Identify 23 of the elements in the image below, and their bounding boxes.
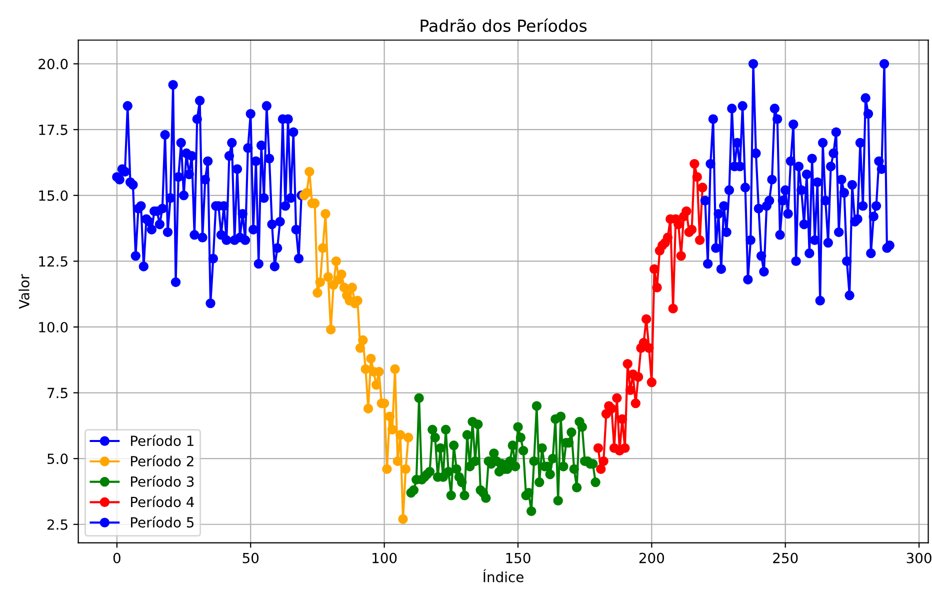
x-tick-label: 300: [906, 552, 932, 564]
y-tick-label: 2.5: [47, 519, 68, 530]
x-tick-label: 100: [372, 552, 397, 564]
x-tick-label: 200: [639, 552, 664, 564]
x-axis-title: Índice: [483, 569, 524, 582]
legend-label: Período 1: [131, 434, 194, 446]
y-tick-label: 5.0: [48, 454, 68, 464]
legend-label: Período 4: [131, 496, 194, 508]
y-tick-label: 7.5: [48, 388, 68, 398]
y-tick-label: 12.5: [39, 256, 68, 267]
legend-label: Período 2: [131, 455, 194, 466]
y-tick-label: 15.0: [39, 190, 68, 201]
y-tick-label: 17.5: [39, 124, 68, 136]
x-tick-label: 0: [113, 552, 120, 564]
legend-label: Período 5: [131, 516, 194, 528]
x-tick-label: 50: [242, 552, 259, 564]
legend-label: Período 3: [131, 476, 194, 487]
chart-title: Padrão dos Períodos: [420, 18, 587, 32]
x-tick-label: 150: [506, 552, 530, 564]
x-tick-label: 250: [773, 552, 798, 564]
y-tick-label: 20.0: [38, 58, 68, 70]
y-axis-title: Valor: [18, 274, 30, 309]
y-tick-label: 10.0: [39, 322, 68, 332]
